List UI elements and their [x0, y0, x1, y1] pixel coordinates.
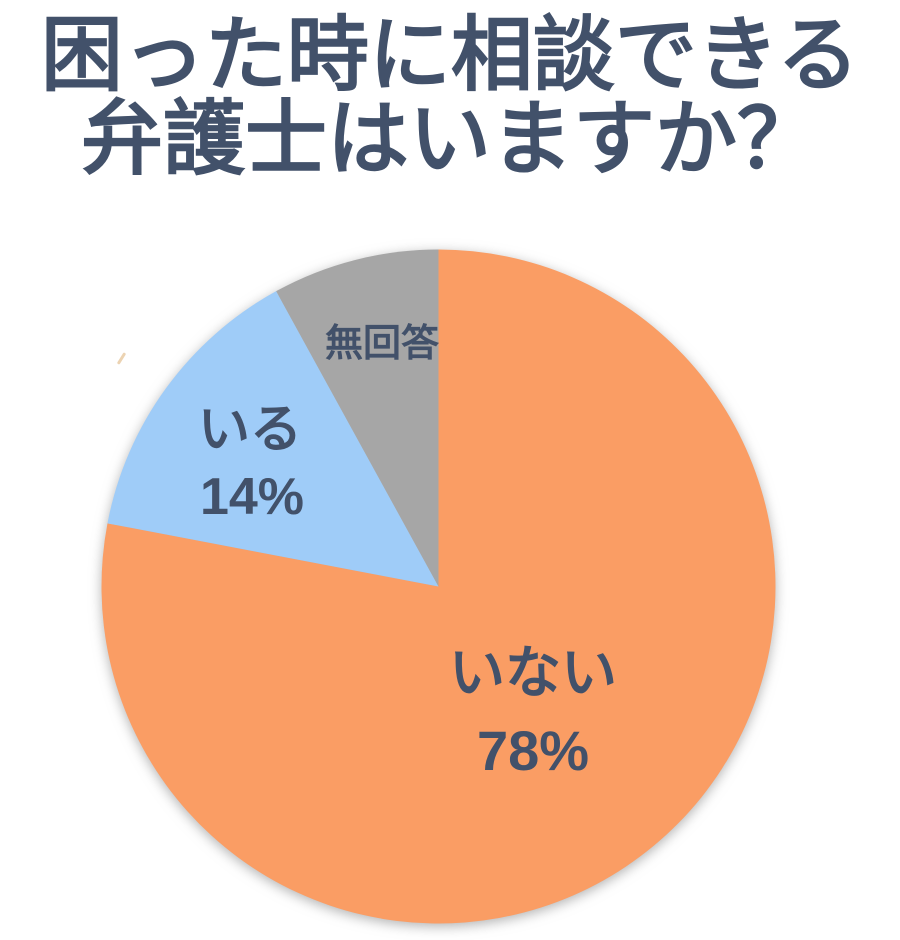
slice-label-no: いない: [449, 641, 617, 704]
slice-label-yes: いる: [197, 401, 303, 459]
slice-percent-yes: 14%: [199, 468, 305, 526]
slice-percent-no: 78%: [476, 719, 590, 782]
slice-label-no-answer: 無回答: [324, 323, 440, 365]
pie-slice-0: [101, 249, 776, 924]
pie-slice-1: [107, 291, 439, 587]
chart-title-line-2: 弁護士はいますか？: [80, 94, 819, 185]
pie-slices-group: [101, 249, 776, 924]
pie-slice-2: [276, 249, 439, 587]
chart-title-line-1: 困った時に相談できる: [40, 10, 860, 101]
chart-title: 困った時に相談できる 弁護士はいますか？: [0, 14, 900, 182]
